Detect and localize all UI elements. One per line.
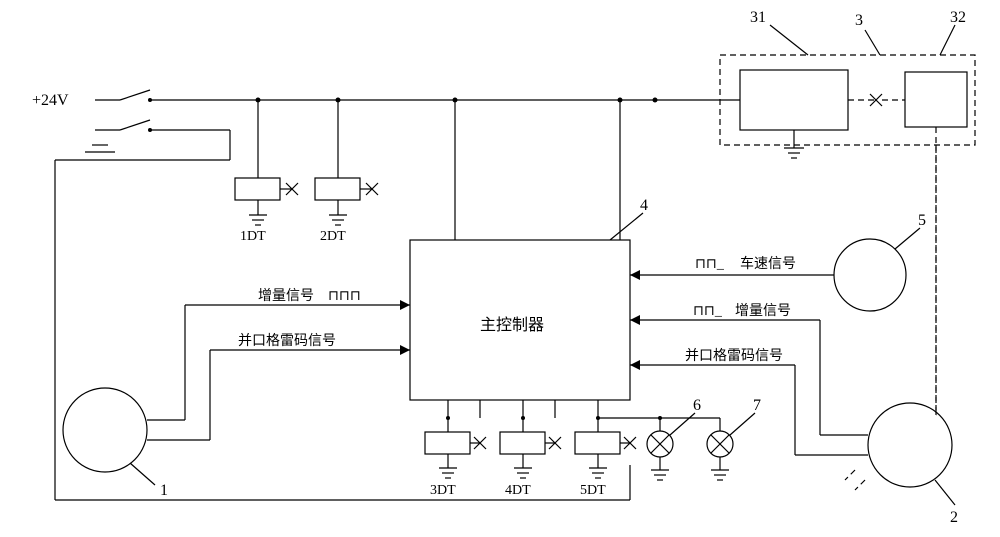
power-label: +24V	[32, 92, 69, 109]
relay-3DT: 3DT	[425, 432, 486, 498]
svg-text:2DT: 2DT	[320, 229, 346, 244]
callout-3: 3	[855, 12, 863, 29]
module-31	[740, 70, 848, 130]
svg-text:4DT: 4DT	[505, 483, 531, 498]
gray-left-label: 并口格雷码信号	[238, 333, 336, 349]
controller-label: 主控制器	[480, 316, 544, 334]
callout-2: 2	[950, 509, 958, 526]
callout-5: 5	[918, 212, 926, 229]
relay-4DT: 4DT	[500, 432, 561, 498]
callout-1: 1	[160, 482, 168, 499]
svg-text:3DT: 3DT	[430, 483, 456, 498]
module-32	[905, 72, 967, 127]
speed-label: 车速信号	[740, 255, 796, 272]
callout-31: 31	[750, 9, 766, 26]
relay-5DT: 5DT	[575, 432, 636, 498]
callout-6: 6	[693, 397, 701, 414]
callout-32: 32	[950, 9, 966, 26]
svg-text:1DT: 1DT	[240, 229, 266, 244]
pulse-left: ⊓⊓⊓	[328, 289, 361, 304]
relay-1DT: 1DT	[235, 178, 298, 244]
callout-7: 7	[753, 397, 761, 414]
gray-right-label: 并口格雷码信号	[685, 348, 783, 364]
callout-4: 4	[640, 197, 648, 214]
incr-left-label: 增量信号	[258, 288, 314, 304]
device-5	[834, 239, 906, 311]
incr-right-label: 增量信号	[735, 303, 791, 319]
relay-2DT: 2DT	[315, 178, 378, 244]
pulse-speed: ⊓⊓_	[695, 257, 725, 272]
svg-text:5DT: 5DT	[580, 483, 606, 498]
device-2	[868, 403, 952, 487]
lamp-7	[707, 431, 733, 480]
pulse-right: ⊓⊓_	[693, 304, 723, 319]
device-1	[63, 388, 147, 472]
lamp-6	[647, 431, 673, 480]
